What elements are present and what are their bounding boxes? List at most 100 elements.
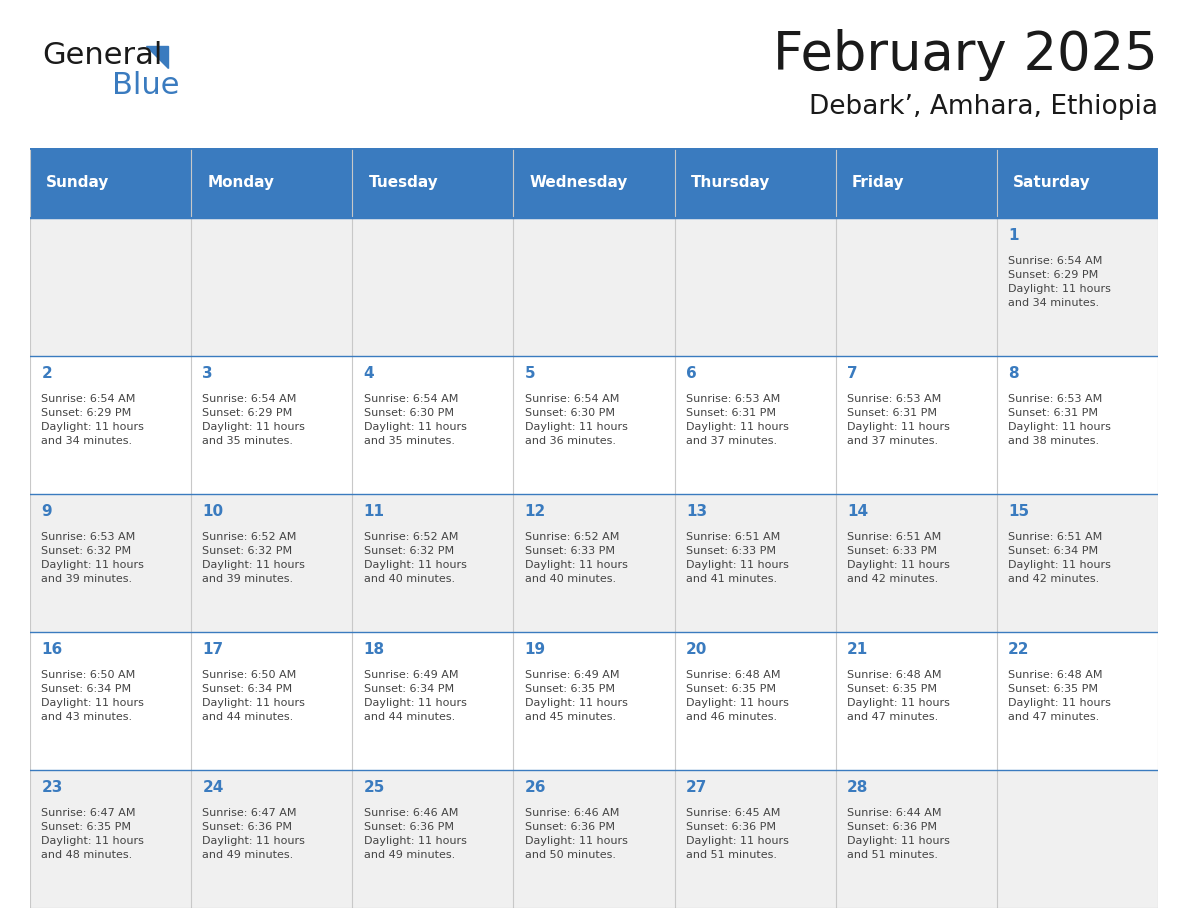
Text: Sunrise: 6:54 AM
Sunset: 6:29 PM
Daylight: 11 hours
and 34 minutes.: Sunrise: 6:54 AM Sunset: 6:29 PM Dayligh… [1009, 256, 1111, 308]
Text: 13: 13 [685, 504, 707, 519]
Text: Sunrise: 6:48 AM
Sunset: 6:35 PM
Daylight: 11 hours
and 46 minutes.: Sunrise: 6:48 AM Sunset: 6:35 PM Dayligh… [685, 670, 789, 722]
Bar [30, 494, 191, 632]
Text: Sunrise: 6:51 AM
Sunset: 6:33 PM
Daylight: 11 hours
and 41 minutes.: Sunrise: 6:51 AM Sunset: 6:33 PM Dayligh… [685, 532, 789, 584]
Bar [675, 218, 835, 356]
Text: Sunrise: 6:52 AM
Sunset: 6:33 PM
Daylight: 11 hours
and 40 minutes.: Sunrise: 6:52 AM Sunset: 6:33 PM Dayligh… [525, 532, 627, 584]
Bar [835, 218, 997, 356]
Bar [353, 218, 513, 356]
Text: Sunrise: 6:44 AM
Sunset: 6:36 PM
Daylight: 11 hours
and 51 minutes.: Sunrise: 6:44 AM Sunset: 6:36 PM Dayligh… [847, 808, 950, 860]
Text: 4: 4 [364, 366, 374, 381]
Text: Sunday: Sunday [46, 175, 109, 190]
Text: 10: 10 [202, 504, 223, 519]
Bar [353, 770, 513, 908]
Bar [675, 356, 835, 494]
Bar [191, 494, 353, 632]
Bar [30, 770, 191, 908]
Text: 16: 16 [42, 642, 63, 657]
Text: Sunrise: 6:48 AM
Sunset: 6:35 PM
Daylight: 11 hours
and 47 minutes.: Sunrise: 6:48 AM Sunset: 6:35 PM Dayligh… [1009, 670, 1111, 722]
Text: Sunrise: 6:50 AM
Sunset: 6:34 PM
Daylight: 11 hours
and 44 minutes.: Sunrise: 6:50 AM Sunset: 6:34 PM Dayligh… [202, 670, 305, 722]
Bar [30, 356, 191, 494]
Text: 17: 17 [202, 642, 223, 657]
Text: Sunrise: 6:47 AM
Sunset: 6:35 PM
Daylight: 11 hours
and 48 minutes.: Sunrise: 6:47 AM Sunset: 6:35 PM Dayligh… [42, 808, 144, 860]
Text: Monday: Monday [207, 175, 274, 190]
Bar [997, 770, 1158, 908]
Text: 23: 23 [42, 780, 63, 795]
Text: 21: 21 [847, 642, 868, 657]
Text: 7: 7 [847, 366, 858, 381]
Text: Tuesday: Tuesday [368, 175, 438, 190]
Text: Sunrise: 6:46 AM
Sunset: 6:36 PM
Daylight: 11 hours
and 49 minutes.: Sunrise: 6:46 AM Sunset: 6:36 PM Dayligh… [364, 808, 467, 860]
Text: Debark’, Amhara, Ethiopia: Debark’, Amhara, Ethiopia [809, 94, 1158, 120]
Text: Sunrise: 6:45 AM
Sunset: 6:36 PM
Daylight: 11 hours
and 51 minutes.: Sunrise: 6:45 AM Sunset: 6:36 PM Dayligh… [685, 808, 789, 860]
Bar [835, 770, 997, 908]
Text: Thursday: Thursday [690, 175, 770, 190]
Text: 12: 12 [525, 504, 546, 519]
Bar [675, 494, 835, 632]
Text: 27: 27 [685, 780, 707, 795]
Text: Friday: Friday [852, 175, 904, 190]
Bar [513, 494, 675, 632]
Text: Sunrise: 6:54 AM
Sunset: 6:30 PM
Daylight: 11 hours
and 36 minutes.: Sunrise: 6:54 AM Sunset: 6:30 PM Dayligh… [525, 394, 627, 446]
Bar [191, 770, 353, 908]
Text: Saturday: Saturday [1013, 175, 1091, 190]
Bar [191, 218, 353, 356]
Text: Sunrise: 6:49 AM
Sunset: 6:35 PM
Daylight: 11 hours
and 45 minutes.: Sunrise: 6:49 AM Sunset: 6:35 PM Dayligh… [525, 670, 627, 722]
Text: Sunrise: 6:54 AM
Sunset: 6:29 PM
Daylight: 11 hours
and 35 minutes.: Sunrise: 6:54 AM Sunset: 6:29 PM Dayligh… [202, 394, 305, 446]
Text: 1: 1 [1009, 228, 1018, 242]
Bar [513, 770, 675, 908]
Text: 25: 25 [364, 780, 385, 795]
Text: 8: 8 [1009, 366, 1019, 381]
Bar [997, 356, 1158, 494]
Bar [997, 218, 1158, 356]
Text: 14: 14 [847, 504, 868, 519]
Text: 9: 9 [42, 504, 52, 519]
Text: Sunrise: 6:49 AM
Sunset: 6:34 PM
Daylight: 11 hours
and 44 minutes.: Sunrise: 6:49 AM Sunset: 6:34 PM Dayligh… [364, 670, 467, 722]
Text: 5: 5 [525, 366, 536, 381]
Bar [835, 356, 997, 494]
Text: Sunrise: 6:48 AM
Sunset: 6:35 PM
Daylight: 11 hours
and 47 minutes.: Sunrise: 6:48 AM Sunset: 6:35 PM Dayligh… [847, 670, 950, 722]
Bar [30, 632, 191, 770]
Text: 15: 15 [1009, 504, 1029, 519]
Text: Wednesday: Wednesday [530, 175, 628, 190]
Text: General: General [42, 41, 163, 71]
Text: 24: 24 [202, 780, 223, 795]
Bar [191, 356, 353, 494]
Text: 11: 11 [364, 504, 385, 519]
Polygon shape [146, 46, 168, 68]
Text: Sunrise: 6:50 AM
Sunset: 6:34 PM
Daylight: 11 hours
and 43 minutes.: Sunrise: 6:50 AM Sunset: 6:34 PM Dayligh… [42, 670, 144, 722]
Text: 6: 6 [685, 366, 696, 381]
Text: 26: 26 [525, 780, 546, 795]
Bar [835, 494, 997, 632]
Text: February 2025: February 2025 [773, 29, 1158, 81]
Text: Sunrise: 6:54 AM
Sunset: 6:29 PM
Daylight: 11 hours
and 34 minutes.: Sunrise: 6:54 AM Sunset: 6:29 PM Dayligh… [42, 394, 144, 446]
Bar [513, 356, 675, 494]
Bar [513, 632, 675, 770]
Bar [997, 494, 1158, 632]
Bar [675, 770, 835, 908]
Bar [353, 494, 513, 632]
Text: Sunrise: 6:52 AM
Sunset: 6:32 PM
Daylight: 11 hours
and 39 minutes.: Sunrise: 6:52 AM Sunset: 6:32 PM Dayligh… [202, 532, 305, 584]
Bar [353, 632, 513, 770]
Bar [191, 632, 353, 770]
Bar [997, 632, 1158, 770]
Bar [353, 356, 513, 494]
Text: Sunrise: 6:51 AM
Sunset: 6:34 PM
Daylight: 11 hours
and 42 minutes.: Sunrise: 6:51 AM Sunset: 6:34 PM Dayligh… [1009, 532, 1111, 584]
Text: 20: 20 [685, 642, 707, 657]
Bar [30, 148, 1158, 218]
Bar [675, 632, 835, 770]
Text: 22: 22 [1009, 642, 1030, 657]
Bar [513, 218, 675, 356]
Text: Sunrise: 6:53 AM
Sunset: 6:31 PM
Daylight: 11 hours
and 37 minutes.: Sunrise: 6:53 AM Sunset: 6:31 PM Dayligh… [847, 394, 950, 446]
Text: Blue: Blue [112, 72, 179, 100]
Text: Sunrise: 6:53 AM
Sunset: 6:31 PM
Daylight: 11 hours
and 37 minutes.: Sunrise: 6:53 AM Sunset: 6:31 PM Dayligh… [685, 394, 789, 446]
Text: 3: 3 [202, 366, 213, 381]
Text: Sunrise: 6:51 AM
Sunset: 6:33 PM
Daylight: 11 hours
and 42 minutes.: Sunrise: 6:51 AM Sunset: 6:33 PM Dayligh… [847, 532, 950, 584]
Text: Sunrise: 6:53 AM
Sunset: 6:31 PM
Daylight: 11 hours
and 38 minutes.: Sunrise: 6:53 AM Sunset: 6:31 PM Dayligh… [1009, 394, 1111, 446]
Bar [30, 218, 191, 356]
Text: Sunrise: 6:46 AM
Sunset: 6:36 PM
Daylight: 11 hours
and 50 minutes.: Sunrise: 6:46 AM Sunset: 6:36 PM Dayligh… [525, 808, 627, 860]
Text: Sunrise: 6:54 AM
Sunset: 6:30 PM
Daylight: 11 hours
and 35 minutes.: Sunrise: 6:54 AM Sunset: 6:30 PM Dayligh… [364, 394, 467, 446]
Text: 2: 2 [42, 366, 52, 381]
Text: 18: 18 [364, 642, 385, 657]
Text: Sunrise: 6:52 AM
Sunset: 6:32 PM
Daylight: 11 hours
and 40 minutes.: Sunrise: 6:52 AM Sunset: 6:32 PM Dayligh… [364, 532, 467, 584]
Text: 28: 28 [847, 780, 868, 795]
